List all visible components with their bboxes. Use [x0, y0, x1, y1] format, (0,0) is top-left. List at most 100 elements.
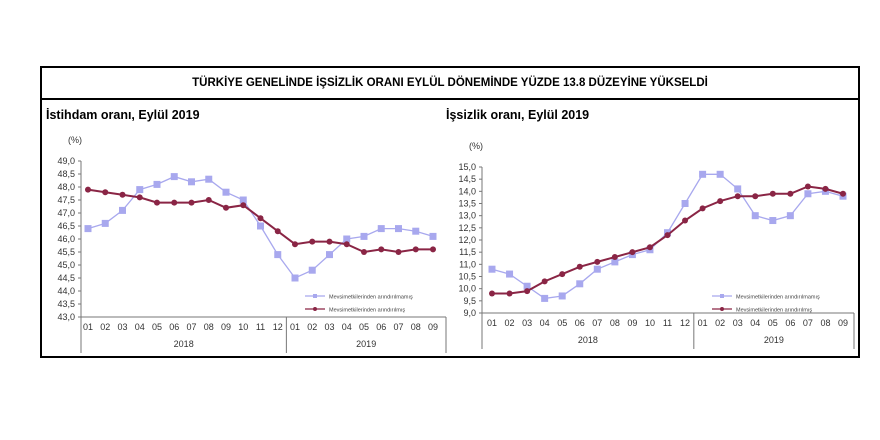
y-tick-label: 10,5	[458, 272, 476, 282]
data-point-adjusted	[699, 205, 706, 212]
legend-label: Mevsimetkilerinden arındırılmış	[329, 308, 405, 314]
employment-chart-title: İstihdam oranı, Eylül 2019	[46, 108, 200, 122]
report-frame	[40, 66, 860, 358]
x-tick-label: 06	[785, 318, 795, 328]
x-tick-label: 03	[324, 322, 334, 332]
data-point-unadjusted	[153, 180, 161, 188]
year-label: 2019	[764, 335, 784, 345]
legend-label: Mevsimetkilerinden arındırılmış	[736, 308, 812, 314]
data-point-unadjusted	[136, 186, 144, 194]
x-tick-label: 05	[359, 322, 369, 332]
data-point-unadjusted	[222, 188, 230, 196]
data-point-unadjusted	[541, 294, 549, 302]
data-point-unadjusted	[101, 219, 109, 227]
unemployment-chart-title: İşsizlik oranı, Eylül 2019	[446, 108, 590, 122]
x-tick-label: 03	[522, 318, 532, 328]
data-point-adjusted	[188, 199, 195, 206]
data-point-unadjusted	[395, 225, 402, 233]
data-point-unadjusted	[239, 196, 247, 204]
data-point-unadjusted	[429, 232, 437, 240]
year-label: 2019	[356, 339, 376, 349]
data-point-unadjusted	[205, 175, 213, 183]
data-point-unadjusted	[257, 222, 264, 230]
data-point-adjusted	[646, 244, 653, 251]
data-point-adjusted	[85, 186, 91, 193]
data-point-unadjusted	[377, 225, 385, 233]
legend-label: Mevsimetkilerinden arındırılmamış	[736, 295, 820, 301]
series-line-1	[492, 185, 844, 295]
x-tick-label: 08	[411, 322, 421, 332]
y-tick-label: 47,5	[57, 195, 75, 205]
x-tick-label: 01	[487, 318, 497, 328]
data-point-adjusted	[506, 290, 513, 297]
data-point-unadjusted	[360, 232, 368, 240]
data-point-adjusted	[734, 193, 741, 200]
data-point-unadjusted	[769, 217, 777, 225]
y-tick-label: 13,0	[458, 211, 476, 221]
y-tick-label: 48,5	[57, 169, 75, 179]
y-tick-label: 13,5	[458, 199, 476, 209]
data-point-adjusted	[309, 238, 316, 245]
x-tick-label: 05	[557, 318, 567, 328]
data-point-unadjusted	[119, 206, 126, 214]
data-point-unadjusted	[786, 212, 794, 220]
legend-marker	[313, 307, 317, 311]
x-tick-label: 12	[680, 318, 690, 328]
x-tick-label: 05	[768, 318, 778, 328]
x-tick-label: 02	[100, 322, 110, 332]
data-point-unadjusted	[558, 292, 566, 300]
data-point-adjusted	[489, 290, 495, 297]
year-label: 2018	[174, 339, 194, 349]
legend-marker	[720, 307, 724, 311]
page-title: TÜRKİYE GENELİNDE İŞSİZLİK ORANI EYLÜL D…	[40, 66, 860, 100]
x-tick-label: 01	[83, 322, 93, 332]
data-point-adjusted	[822, 185, 829, 192]
y-tick-label: 47,0	[57, 208, 75, 218]
data-point-adjusted	[717, 198, 724, 205]
data-point-adjusted	[611, 254, 618, 261]
data-point-adjusted	[378, 246, 385, 253]
x-tick-label: 08	[204, 322, 214, 332]
data-point-adjusted	[171, 199, 178, 206]
y-tick-label: 46,0	[57, 234, 75, 244]
y-tick-label: 11,5	[459, 247, 476, 257]
y-unit-label: (%)	[68, 135, 82, 145]
x-tick-label: 07	[393, 322, 403, 332]
data-point-unadjusted	[611, 258, 619, 266]
data-point-adjusted	[119, 191, 126, 198]
data-point-adjusted	[787, 190, 794, 197]
x-tick-label: 05	[152, 322, 162, 332]
data-point-unadjusted	[804, 190, 812, 198]
data-point-adjusted	[343, 241, 350, 248]
data-point-adjusted	[205, 197, 212, 203]
x-tick-label: 06	[376, 322, 386, 332]
y-tick-label: 48,0	[57, 182, 75, 192]
data-point-unadjusted	[343, 235, 351, 243]
y-tick-label: 44,0	[57, 286, 75, 296]
y-tick-label: 43,5	[57, 299, 75, 309]
legend-label: Mevsimetkilerinden arındırılmamış	[329, 295, 413, 301]
data-point-unadjusted	[734, 185, 742, 193]
data-point-adjusted	[524, 288, 531, 295]
x-tick-label: 10	[238, 322, 248, 332]
y-tick-label: 45,0	[57, 260, 75, 270]
data-point-adjusted	[752, 193, 759, 200]
x-tick-label: 11	[256, 322, 265, 332]
y-tick-label: 49,0	[57, 156, 75, 166]
y-tick-label: 12,0	[458, 235, 476, 245]
data-point-adjusted	[840, 190, 846, 197]
x-tick-label: 03	[117, 322, 127, 332]
y-tick-label: 14,0	[458, 186, 476, 196]
data-point-unadjusted	[412, 227, 420, 235]
y-tick-label: 11,0	[459, 259, 476, 269]
data-point-unadjusted	[576, 280, 584, 288]
data-point-unadjusted	[523, 282, 531, 290]
data-point-unadjusted	[291, 274, 299, 282]
y-tick-label: 44,5	[57, 273, 75, 283]
data-point-adjusted	[682, 217, 689, 224]
data-point-adjusted	[154, 199, 160, 206]
data-point-adjusted	[804, 183, 811, 190]
y-tick-label: 9,5	[463, 296, 476, 306]
x-tick-label: 02	[307, 322, 317, 332]
data-point-unadjusted	[506, 270, 514, 278]
